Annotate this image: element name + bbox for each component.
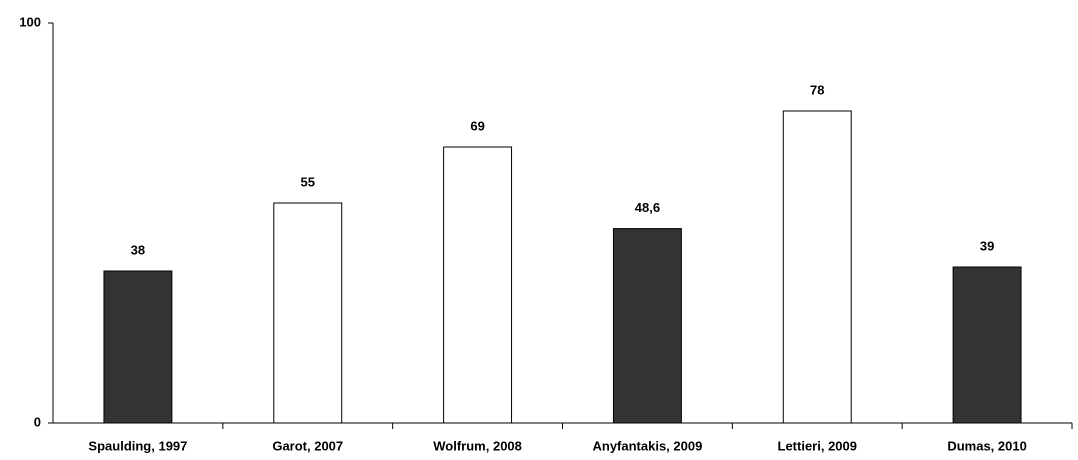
x-tick-label: Dumas, 2010: [947, 438, 1027, 453]
bar: [443, 146, 513, 424]
x-tick-label: Anyfantakis, 2009: [592, 438, 702, 453]
x-tick-label: Wolfrum, 2008: [433, 438, 522, 453]
x-tick-label: Lettieri, 2009: [778, 438, 858, 453]
data-label: 48,6: [635, 200, 660, 215]
y-tick-label: 100: [19, 14, 41, 29]
bar: [612, 228, 682, 424]
bar: [782, 110, 852, 424]
data-label: 55: [301, 174, 315, 189]
data-label: 39: [980, 238, 994, 253]
x-tick-label: Garot, 2007: [272, 438, 343, 453]
y-tick-label: 0: [34, 414, 41, 429]
data-label: 78: [810, 82, 824, 97]
bar: [952, 266, 1022, 424]
data-label: 38: [131, 242, 145, 257]
x-tick-label: Spaulding, 1997: [88, 438, 187, 453]
bar: [273, 202, 343, 424]
data-label: 69: [470, 118, 484, 133]
bar: [103, 270, 173, 424]
